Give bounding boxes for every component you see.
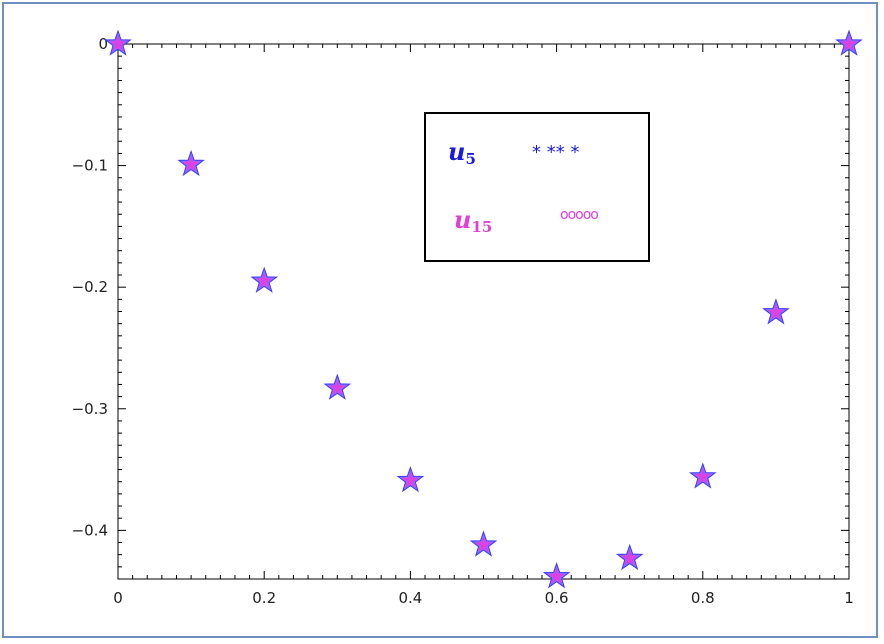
x-tick-label: 0.8: [691, 589, 715, 607]
legend-marker-u15: ooooo: [560, 207, 599, 223]
x-tick-label: 0: [113, 589, 123, 607]
u15-marker: [694, 468, 711, 484]
legend-u15-base: u: [454, 205, 472, 234]
u15-marker: [402, 472, 419, 488]
u15-marker: [840, 35, 858, 51]
u15-marker: [548, 568, 565, 584]
y-tick-label: −0.4: [72, 521, 108, 539]
u15-marker: [183, 155, 200, 172]
figure-frame: 0 0.2 0.4 0.6 0.8 1 0 −0.1 −0.2 −0.3 −0.4 u5 * ** …: [2, 2, 878, 638]
y-tick-label: −0.1: [72, 157, 108, 175]
scatter-chart: 0 0.2 0.4 0.6 0.8 1 0 −0.1 −0.2 −0.3 −0.4: [72, 29, 863, 607]
legend-u5-base: u: [448, 137, 466, 166]
legend-u5-sub: 5: [465, 150, 476, 168]
x-tick-label: 0.6: [545, 589, 569, 607]
u15-marker: [329, 379, 346, 395]
y-tick-label: 0: [98, 35, 108, 53]
u15-marker: [256, 272, 273, 288]
u15-marker: [767, 304, 784, 320]
x-tick-label: 0.2: [252, 589, 276, 607]
u15-marker: [475, 536, 492, 552]
legend-label-u15: u15: [454, 208, 492, 235]
legend-label-u5: u5: [448, 140, 476, 167]
u15-marker: [109, 35, 127, 51]
y-tick-label: −0.3: [72, 400, 108, 418]
y-tick-label: −0.2: [72, 278, 108, 296]
u15-marker: [621, 549, 638, 566]
legend-marker-u5: * ** *: [532, 142, 580, 163]
x-tick-label: 0.4: [398, 589, 422, 607]
legend-u15-sub: 15: [471, 218, 493, 236]
x-tick-label: 1: [844, 589, 854, 607]
legend: u5 * ** * u15 ooooo: [424, 112, 650, 262]
